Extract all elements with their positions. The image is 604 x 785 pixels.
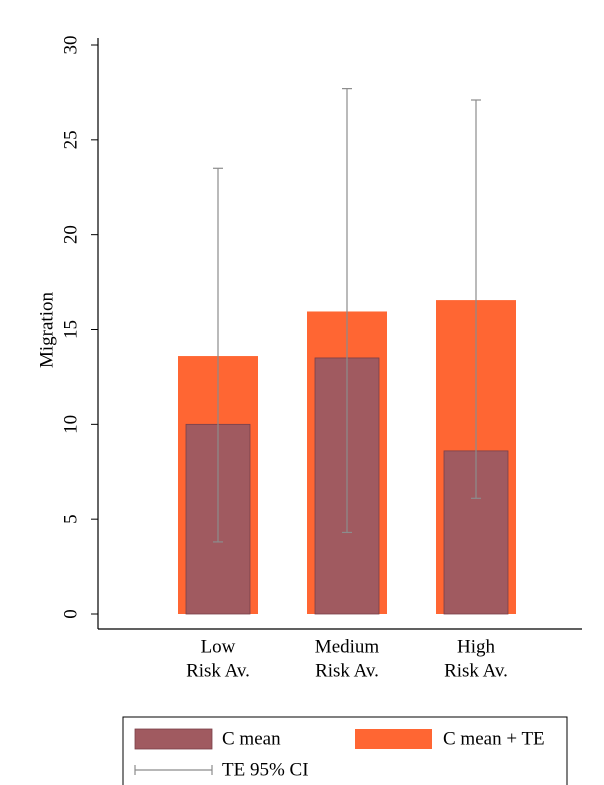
- y-tick-label: 30: [60, 36, 81, 55]
- legend-label: C mean + TE: [443, 728, 545, 749]
- x-tick-label: High: [457, 636, 496, 657]
- x-tick-label: Risk Av.: [315, 660, 379, 681]
- legend-label: C mean: [222, 728, 281, 749]
- x-tick-label: Low: [201, 636, 236, 657]
- y-tick-label: 10: [60, 415, 81, 434]
- legend-box: [122, 716, 568, 785]
- y-tick-label: 15: [60, 320, 81, 339]
- x-tick-label: Risk Av.: [444, 660, 508, 681]
- y-axis-label: Migration: [36, 292, 57, 368]
- y-tick-label: 20: [60, 225, 81, 244]
- legend-label: TE 95% CI: [222, 759, 309, 780]
- x-tick-label: Medium: [315, 636, 380, 657]
- y-tick-label: 5: [60, 514, 81, 524]
- legend-swatch: [134, 728, 213, 750]
- y-tick-label: 0: [60, 609, 81, 619]
- y-tick-label: 25: [60, 130, 81, 149]
- legend-swatch: [355, 729, 432, 749]
- x-tick-label: Risk Av.: [186, 660, 250, 681]
